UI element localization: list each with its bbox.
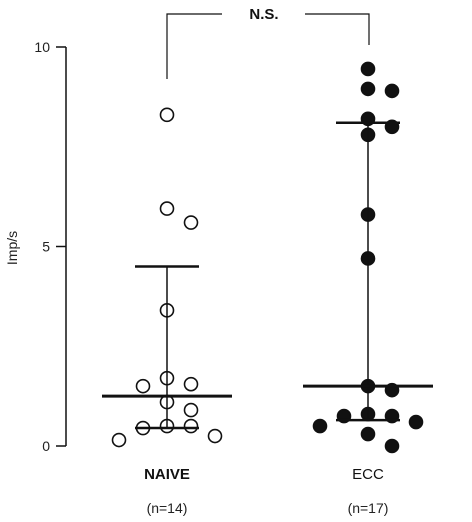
- significance-bracket-left: [166, 13, 222, 79]
- naive-point-5: [183, 376, 199, 392]
- category-label-ecc: ECC: [352, 466, 384, 483]
- naive-point-2: [183, 215, 199, 230]
- ecc-point-0: [360, 61, 376, 77]
- naive-point-10: [183, 418, 199, 434]
- count-label-naive: (n=14): [147, 500, 188, 516]
- y-tick-label-10: 10: [34, 39, 50, 55]
- significance-bracket-right: [305, 13, 370, 45]
- naive-point-8: [183, 402, 199, 418]
- ecc-point-2: [384, 83, 400, 99]
- count-label-ecc: (n=17): [348, 500, 389, 516]
- ecc-point-16: [384, 438, 400, 454]
- ecc-point-13: [408, 414, 424, 430]
- ecc-point-1: [360, 81, 376, 97]
- category-label-naive: NAIVE: [144, 466, 190, 483]
- ecc-point-15: [360, 426, 376, 442]
- y-tick-label-5: 5: [42, 239, 50, 255]
- naive-point-1: [159, 201, 175, 216]
- significance-label: N.S.: [249, 6, 278, 23]
- y-axis-label: Imp/s: [4, 231, 20, 265]
- ecc-point-14: [312, 418, 328, 434]
- naive-point-6: [135, 378, 151, 394]
- y-tick-label-0: 0: [42, 438, 50, 454]
- naive-point-0: [159, 107, 175, 123]
- naive-point-12: [207, 428, 223, 444]
- naive-point-13: [111, 432, 127, 448]
